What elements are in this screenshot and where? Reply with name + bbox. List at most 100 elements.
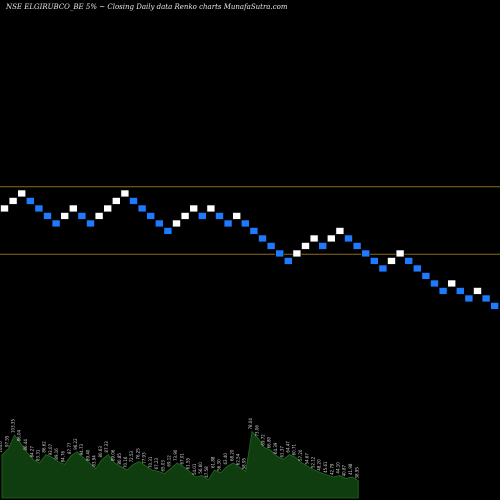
volume-label: 61.55 [186, 457, 191, 469]
volume-label: 67.01 [179, 453, 184, 465]
renko-brick [292, 249, 302, 258]
renko-brick [473, 287, 482, 295]
renko-brick [180, 212, 190, 220]
volume-label: 96.22 [73, 438, 78, 450]
renko-brick [0, 204, 9, 213]
volume-label: 67.23 [154, 457, 159, 469]
site-label: MunafaSutra.com [223, 3, 288, 11]
renko-brick [155, 219, 164, 228]
volume-label: 86.62 [42, 441, 47, 453]
renko-brick [266, 242, 276, 250]
renko-brick [69, 204, 78, 213]
volume-label: 78.04 [248, 418, 253, 430]
renko-brick [447, 279, 457, 288]
renko-brick [344, 234, 353, 243]
volume-label: 38.95 [354, 467, 359, 479]
renko-brick [412, 264, 422, 273]
renko-brick [77, 212, 87, 220]
renko-brick [34, 204, 44, 213]
volume-label: 89.40 [86, 449, 91, 461]
volume-label: 89.06 [111, 449, 116, 461]
volume-label: 42.79 [329, 463, 334, 475]
renko-brick [455, 287, 465, 295]
renko-brick [352, 242, 362, 250]
renko-brick [146, 212, 155, 220]
renko-brick [215, 212, 224, 220]
volume-label: 48.20 [317, 459, 322, 471]
chart-kind-label: Closing Daily data Renko charts [107, 3, 222, 11]
volume-label: 54.67 [304, 453, 309, 465]
volume-label: 84.27 [29, 446, 34, 458]
renko-brick [275, 249, 285, 258]
volume-label: 80.85 [117, 453, 122, 465]
volume-label: 89.16 [54, 448, 59, 460]
volume-label: 44.10 [336, 462, 341, 474]
renko-brick [223, 219, 233, 228]
volume-label: 54.01 [192, 463, 197, 475]
renko-brick [112, 197, 121, 205]
volume-label: 64.39 [273, 442, 278, 454]
volume-label: 65.03 [161, 460, 166, 472]
renko-brick [198, 212, 207, 220]
volume-label: 56.30 [217, 459, 222, 471]
volume-label: 73.90 [173, 449, 178, 461]
volume-label: 83.31 [36, 449, 41, 461]
renko-brick [163, 227, 173, 235]
renko-brick [206, 204, 216, 213]
volume-label: 69.72 [261, 434, 266, 446]
renko-brick [94, 212, 104, 220]
renko-brick [249, 227, 259, 235]
renko-brick [25, 197, 35, 205]
renko-brick [103, 204, 112, 213]
volume-label: 87.33 [104, 441, 109, 453]
volume-label: 47.58 [204, 466, 209, 478]
volume-label: 70.31 [148, 456, 153, 468]
renko-brick [464, 294, 474, 303]
brick-size-label: 5% [85, 3, 98, 11]
volume-label: 77.93 [142, 452, 147, 464]
renko-brick [361, 249, 371, 258]
renko-brick [481, 294, 491, 303]
volume-label: 80.63 [98, 446, 103, 458]
renko-brick [438, 287, 448, 295]
volume-label: 52.12 [311, 456, 316, 468]
volume-label: 57.20 [298, 449, 303, 461]
volume-label: 61.37 [279, 446, 284, 458]
volume-label: 73.06 [254, 425, 259, 437]
volume-label: 83.94 [92, 455, 97, 467]
volume-label: 45.61 [323, 461, 328, 473]
renko-brick [326, 234, 336, 243]
renko-brick [490, 302, 500, 310]
renko-brick [387, 257, 396, 265]
renko-brick [301, 242, 310, 250]
renko-brick [404, 257, 414, 265]
renko-brick [378, 264, 388, 273]
symbol-label: NSE ELGIRUBCO_BE [6, 3, 84, 11]
renko-brick [51, 219, 61, 228]
volume-label: 86.44 [23, 439, 28, 451]
volume-label: 60.71 [292, 443, 297, 455]
volume-label: 66.80 [267, 436, 272, 448]
renko-brick [137, 204, 147, 213]
volume-label: 103.35 [11, 419, 16, 433]
volume-label: 61.88 [211, 456, 216, 468]
renko-brick [86, 219, 95, 228]
renko-brick [172, 219, 181, 228]
chart-header: NSE ELGIRUBCO_BE 5% ~ Closing Daily data… [6, 3, 287, 11]
renko-brick [129, 197, 138, 205]
volume-label: 40.87 [342, 464, 347, 476]
volume-label: 86.04 [17, 429, 22, 441]
volume-label: 58.95 [242, 457, 247, 469]
renko-brick [189, 204, 198, 213]
renko-brick [430, 279, 439, 288]
volume-label: 104.0 [0, 441, 3, 453]
renko-brick [369, 257, 379, 265]
volume-label: 62.54 [236, 453, 241, 465]
volume-label: 70.16 [123, 456, 128, 468]
separator: ~ [99, 3, 106, 11]
renko-brick [17, 189, 27, 198]
renko-brick [395, 249, 405, 258]
renko-brick [241, 219, 250, 228]
renko-brick [335, 227, 345, 235]
